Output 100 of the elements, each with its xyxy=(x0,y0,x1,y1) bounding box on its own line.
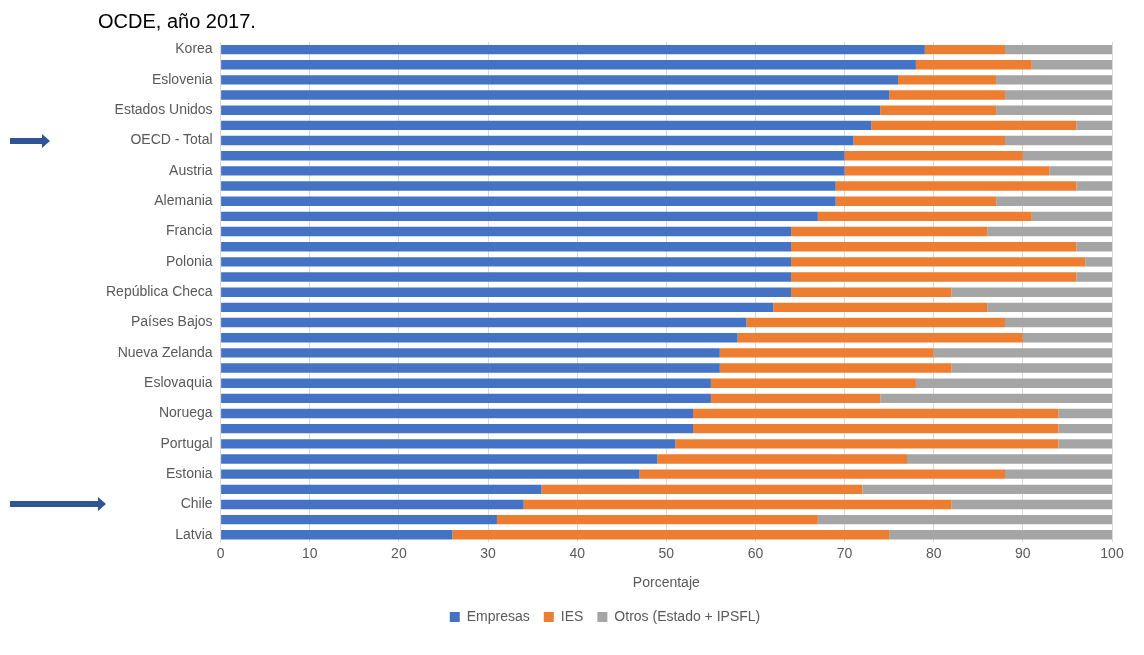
bar xyxy=(844,166,1050,176)
y-tick-label: Latvia xyxy=(175,525,213,542)
bar xyxy=(221,272,792,282)
bar xyxy=(452,530,890,540)
x-tick-label: 60 xyxy=(747,544,764,561)
bar xyxy=(221,454,658,464)
bar xyxy=(996,105,1112,115)
bar xyxy=(889,90,1006,100)
bar xyxy=(221,211,818,222)
bar xyxy=(1049,166,1112,176)
bar xyxy=(862,484,1112,495)
bar xyxy=(221,257,792,267)
bar xyxy=(1058,439,1112,449)
bar xyxy=(221,363,720,373)
bar xyxy=(987,302,1112,313)
bar xyxy=(221,378,711,388)
x-tick-label: 100 xyxy=(1100,544,1124,561)
bar xyxy=(221,226,792,237)
bar xyxy=(924,44,1006,55)
x-tick-label: 30 xyxy=(480,544,497,561)
bar xyxy=(880,393,1112,404)
bar xyxy=(889,530,1112,540)
bar xyxy=(996,75,1112,85)
bar xyxy=(1076,181,1112,191)
bar xyxy=(221,317,747,328)
x-axis-title: Porcentaje xyxy=(632,574,700,591)
bar xyxy=(835,181,1077,191)
bar xyxy=(221,514,497,525)
x-tick-label: 40 xyxy=(569,544,586,561)
bar xyxy=(746,317,1006,328)
bar xyxy=(791,287,952,297)
bar xyxy=(523,499,952,510)
bar xyxy=(898,75,997,85)
x-tick-label: 10 xyxy=(301,544,318,561)
y-tick-label: Austria xyxy=(169,161,213,178)
y-tick-label: Korea xyxy=(175,40,213,57)
bar xyxy=(221,302,774,313)
bar xyxy=(835,196,997,206)
y-tick-label: Alemania xyxy=(154,192,213,209)
bar xyxy=(221,120,872,131)
bar xyxy=(639,469,1006,479)
bar xyxy=(791,242,1077,252)
bar xyxy=(221,166,845,176)
bar xyxy=(915,60,1032,70)
x-tick-label: 70 xyxy=(836,544,853,561)
bar xyxy=(1031,60,1112,70)
x-tick-label: 20 xyxy=(391,544,407,561)
legend-label: Otros (Estado + IPSFL) xyxy=(614,607,761,624)
bar xyxy=(221,469,640,479)
bar xyxy=(880,105,997,115)
bar xyxy=(221,484,542,495)
bar xyxy=(541,484,863,495)
bar xyxy=(221,287,792,297)
bar xyxy=(853,135,1006,146)
y-tick-label: Países Bajos xyxy=(130,313,213,330)
y-tick-label: Noruega xyxy=(158,404,213,421)
x-tick-label: 80 xyxy=(925,544,942,561)
bar xyxy=(221,196,836,206)
chart-title: OCDE, año 2017. xyxy=(98,9,256,32)
y-tick-label: Eslovenia xyxy=(151,70,213,87)
bar xyxy=(951,363,1112,373)
bar xyxy=(817,211,1032,222)
bar xyxy=(1076,242,1112,252)
y-tick-label: Polonia xyxy=(165,252,213,269)
y-tick-label: Eslovaquia xyxy=(144,374,213,391)
x-tick-label: 90 xyxy=(1015,544,1031,561)
bar xyxy=(773,302,988,313)
bar xyxy=(221,151,845,161)
bar xyxy=(221,332,738,343)
bar xyxy=(791,272,1077,282)
bar xyxy=(1022,151,1112,161)
bar xyxy=(791,257,1086,267)
bar xyxy=(951,287,1112,297)
y-tick-label: OECD - Total xyxy=(130,131,213,148)
x-tick-label: 50 xyxy=(658,544,675,561)
bar xyxy=(817,514,1112,525)
bar xyxy=(710,378,916,388)
legend-label: Empresas xyxy=(466,607,530,624)
bar xyxy=(933,348,1112,358)
y-tick-label: Francia xyxy=(165,222,213,239)
bar xyxy=(1076,120,1112,131)
bar xyxy=(221,90,890,100)
bar xyxy=(1085,257,1112,267)
bar xyxy=(221,75,899,85)
bar xyxy=(657,454,907,464)
legend-label: IES xyxy=(560,607,584,624)
bar xyxy=(1005,317,1112,328)
bar xyxy=(1005,90,1112,100)
y-tick-label: Estonia xyxy=(165,465,213,482)
bar xyxy=(737,332,1023,343)
bar xyxy=(221,439,676,449)
bar xyxy=(719,363,952,373)
bar xyxy=(987,226,1112,237)
bar xyxy=(951,499,1112,510)
bar xyxy=(1005,469,1112,479)
y-tick-label: Portugal xyxy=(160,434,213,451)
bar xyxy=(675,439,1059,449)
bar xyxy=(693,423,1059,434)
bar xyxy=(221,408,694,419)
bar xyxy=(1005,44,1112,55)
